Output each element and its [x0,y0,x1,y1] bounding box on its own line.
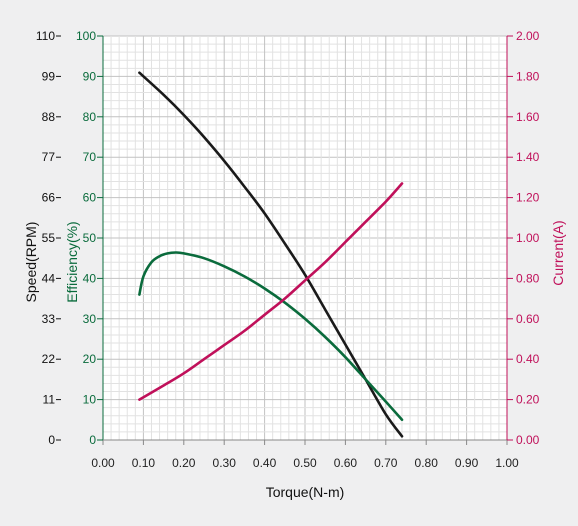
x-tick-label: 0.90 [455,456,479,470]
efficiency-tick-label: 40 [83,271,97,285]
efficiency-tick-label: 10 [83,393,97,407]
x-tick-label: 0.00 [91,456,115,470]
x-tick-label: 0.70 [374,456,398,470]
current-tick-label: 2.00 [516,29,540,43]
x-axis-title: Torque(N-m) [266,484,345,500]
speed-tick-label: 11 [43,393,56,407]
efficiency-tick-label: 0 [89,433,96,447]
current-tick-label: 1.40 [516,150,540,164]
x-tick-label: 0.40 [253,456,277,470]
current-axis-title: Current(A) [550,220,566,285]
speed-axis-title: Speed(RPM) [23,222,39,303]
x-tick-label: 0.10 [132,456,156,470]
current-tick-label: 0.60 [516,312,540,326]
speed-tick-label: 66 [42,191,56,205]
efficiency-tick-label: 100 [76,29,96,43]
x-tick-label: 0.50 [293,456,317,470]
current-tick-label: 0.80 [516,271,540,285]
current-curve [138,182,404,401]
current-tick-label: 0.20 [516,393,540,407]
speed-tick-label: 99 [42,69,56,83]
efficiency-axis-title: Efficiency(%) [64,221,80,302]
efficiency-tick-label: 60 [83,191,97,205]
current-tick-label: 1.60 [516,110,540,124]
efficiency-curve [138,251,404,422]
x-tick-label: 0.80 [415,456,439,470]
speed-tick-label: 22 [42,352,56,366]
x-tick-label: 0.60 [334,456,358,470]
current-tick-label: 1.80 [516,69,540,83]
current-tick-label: 0.40 [516,352,540,366]
efficiency-tick-label: 30 [83,312,97,326]
speed-tick-label: 77 [42,150,56,164]
x-tick-label: 1.00 [495,456,519,470]
efficiency-tick-label: 20 [83,352,97,366]
current-tick-label: 0.00 [516,433,540,447]
efficiency-tick-label: 80 [83,110,97,124]
speed-tick-label: 44 [42,271,56,285]
speed-tick-label: 55 [42,231,56,245]
current-tick-label: 1.00 [516,231,540,245]
x-tick-label: 0.30 [213,456,237,470]
efficiency-tick-label: 50 [83,231,97,245]
speed-tick-label: 0 [48,433,55,447]
speed-tick-label: 110 [36,29,55,43]
current-tick-label: 1.20 [516,191,540,205]
speed-tick-label: 88 [42,110,56,124]
efficiency-tick-label: 70 [83,150,97,164]
speed-tick-label: 33 [42,312,56,326]
efficiency-tick-label: 90 [83,69,97,83]
x-tick-label: 0.20 [172,456,196,470]
